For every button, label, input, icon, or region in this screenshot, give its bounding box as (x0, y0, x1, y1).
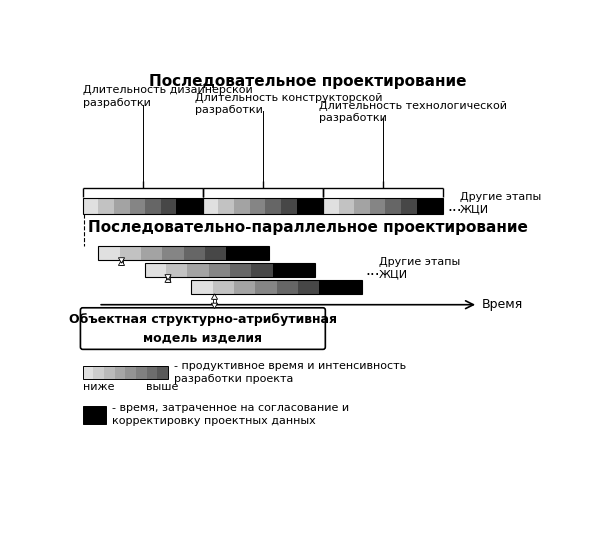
Bar (176, 199, 203, 214)
Bar (203, 199, 218, 214)
Text: ...: ... (365, 262, 380, 278)
Bar (255, 280, 277, 294)
Bar (251, 263, 272, 277)
Bar (212, 280, 234, 294)
Bar (184, 246, 205, 260)
Bar (83, 366, 94, 379)
Bar (277, 280, 298, 294)
Text: Длительность технологической
разработки: Длительность технологической разработки (319, 101, 507, 123)
Text: выше: выше (146, 382, 179, 392)
Bar (191, 280, 212, 294)
Bar (272, 263, 315, 277)
Bar (296, 199, 323, 214)
Bar (94, 366, 104, 379)
Bar (203, 199, 323, 214)
Bar (187, 263, 209, 277)
Text: Время: Время (482, 298, 523, 311)
Polygon shape (118, 260, 125, 266)
Bar (130, 199, 145, 214)
Bar (218, 199, 234, 214)
Bar (136, 366, 146, 379)
Text: - время, затраченное на согласование и
корректировку проектных данных: - время, затраченное на согласование и к… (112, 403, 349, 426)
Bar (250, 199, 265, 214)
Bar (323, 199, 338, 214)
Polygon shape (165, 277, 171, 282)
Bar (83, 366, 168, 379)
Text: ниже: ниже (83, 382, 114, 392)
Bar (157, 366, 168, 379)
Text: ...: ... (447, 199, 461, 213)
Text: Другие этапы
ЖЦИ: Другие этапы ЖЦИ (379, 257, 460, 280)
Text: Длительность конструкторской
разработки: Длительность конструкторской разработки (195, 93, 383, 116)
Bar (323, 199, 443, 214)
Polygon shape (211, 303, 218, 309)
Bar (83, 405, 106, 424)
Bar (209, 263, 230, 277)
Bar (119, 246, 141, 260)
Text: Другие этапы
ЖЦИ: Другие этапы ЖЦИ (460, 192, 541, 214)
Bar (161, 199, 176, 214)
Bar (191, 280, 362, 294)
Bar (98, 199, 114, 214)
Bar (114, 199, 130, 214)
Bar (98, 246, 119, 260)
Bar (166, 263, 187, 277)
Polygon shape (118, 258, 125, 263)
Bar (166, 274, 170, 282)
Bar (338, 199, 354, 214)
Bar (234, 280, 255, 294)
Bar (83, 199, 98, 214)
Bar (145, 263, 166, 277)
Bar (115, 366, 125, 379)
Text: Длительность дизайнерской
разработки: Длительность дизайнерской разработки (83, 85, 253, 108)
Bar (141, 246, 162, 260)
Bar (146, 366, 157, 379)
Bar (298, 280, 319, 294)
Polygon shape (165, 274, 171, 280)
Bar (230, 263, 251, 277)
Bar (416, 199, 443, 214)
Text: Последовательно-параллельное проектирование: Последовательно-параллельное проектирова… (88, 220, 527, 235)
Bar (104, 366, 115, 379)
Bar (281, 199, 296, 214)
Bar (234, 199, 250, 214)
Bar (145, 263, 315, 277)
Bar (226, 246, 269, 260)
Bar (98, 246, 269, 260)
Bar (385, 199, 401, 214)
Bar (162, 246, 184, 260)
Bar (401, 199, 416, 214)
Bar (125, 366, 136, 379)
Polygon shape (211, 294, 218, 299)
Bar (265, 199, 281, 214)
Text: - продуктивное время и интенсивность
разработки проекта: - продуктивное время и интенсивность раз… (174, 361, 406, 384)
FancyBboxPatch shape (80, 308, 325, 349)
Bar (354, 199, 370, 214)
Bar (83, 199, 203, 214)
Bar (145, 199, 161, 214)
Text: Объектная структурно-атрибутивная
модель изделия: Объектная структурно-атрибутивная модель… (69, 313, 337, 344)
Bar (205, 246, 226, 260)
Bar (119, 258, 124, 266)
Bar (319, 280, 362, 294)
Bar (370, 199, 385, 214)
Text: Последовательное проектирование: Последовательное проектирование (149, 74, 466, 89)
Bar (212, 299, 217, 303)
